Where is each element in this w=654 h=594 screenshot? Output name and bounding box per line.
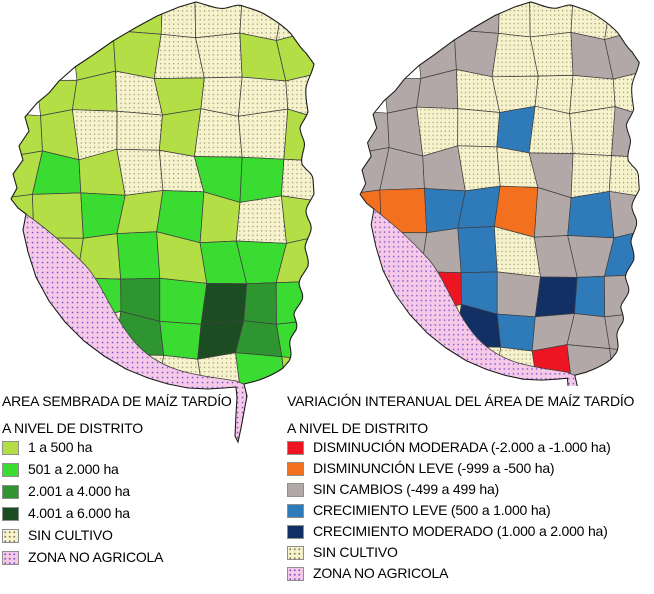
district (276, 318, 314, 363)
district (570, 153, 612, 199)
legend-item-red: DISMINUCIÓN MODERADA (-2.000 a -1.000 ha… (287, 440, 611, 455)
district (379, 351, 428, 386)
legend-label: 4.001 a 6.000 ha (28, 505, 130, 521)
legend-label: ZONA NO AGRICOLA (28, 549, 164, 565)
legend-label: SIN CULTIVO (28, 527, 113, 543)
district (275, 280, 314, 325)
legend-swatch (287, 566, 304, 581)
left-map-subtitle: A NIVEL DE DISTRITO (2, 420, 143, 436)
district (195, 32, 243, 79)
district (160, 2, 196, 39)
legend-variacion-interanual: DISMINUCIÓN MODERADA (-2.000 a -1.000 ha… (287, 440, 611, 587)
legend-item-l3: 2.001 a 4.000 ha (2, 484, 163, 499)
legend-label: 2.001 a 4.000 ha (28, 483, 130, 499)
district (569, 106, 616, 156)
legend-item-gr: SIN CAMBIOS (-499 a 499 ha) (287, 482, 611, 497)
legend-item-bl: CRECIMIENTO LEVE (500 a 1.000 ha) (287, 503, 611, 518)
district (158, 108, 202, 157)
legend-item-l2: 501 a 2.000 ha (2, 462, 163, 477)
district (566, 313, 611, 349)
legend-label: 501 a 2.000 ha (28, 461, 119, 477)
district (498, 1, 531, 38)
legend-swatch (287, 461, 304, 476)
district (11, 361, 43, 397)
legend-item-sc: SIN CULTIVO (287, 545, 611, 560)
province-outline (359, 1, 640, 386)
district (534, 276, 578, 318)
district (360, 266, 390, 309)
province-outline (10, 1, 315, 444)
district (360, 353, 390, 386)
district (280, 195, 314, 244)
legend-swatch (287, 482, 304, 497)
legend-swatch (2, 550, 19, 565)
district (457, 145, 501, 192)
district (528, 105, 574, 154)
district (116, 231, 161, 280)
legend-item-nv: CRECIMIENTO MODERADO (1.000 a 2.000 ha) (287, 524, 611, 539)
district (604, 1, 640, 41)
district (239, 156, 285, 203)
district (237, 108, 289, 160)
district (116, 148, 164, 196)
district (235, 320, 283, 358)
legend-label: CRECIMIENTO LEVE (500 a 1.000 ha) (313, 502, 551, 518)
map-variacion-interanual (359, 1, 640, 386)
district (496, 105, 536, 154)
legend-label: SIN CULTIVO (313, 544, 398, 560)
district (453, 29, 499, 78)
district (609, 348, 640, 386)
district (360, 303, 390, 358)
district (604, 310, 640, 354)
district (243, 282, 277, 325)
district (159, 320, 202, 360)
legend-swatch (2, 440, 19, 455)
district (112, 30, 162, 80)
legend-swatch (2, 528, 19, 543)
legend-area-sembrada: 1 a 500 ha 501 a 2.000 ha 2.001 a 4.000 ha… (2, 440, 163, 572)
legend-swatch (2, 484, 19, 499)
legend-label: SIN CAMBIOS (-499 a 499 ha) (313, 481, 500, 497)
district (457, 108, 501, 148)
legend-item-l4: 4.001 a 6.000 ha (2, 506, 163, 521)
district (608, 191, 640, 239)
district (529, 31, 574, 77)
map-area-sembrada (10, 1, 315, 444)
district (11, 310, 43, 366)
district (604, 274, 640, 318)
legend-swatch (2, 506, 19, 521)
legend-item-l1: 1 a 500 ha (2, 440, 163, 455)
legend-label: ZONA NO AGRICOLA (313, 565, 449, 581)
legend-swatch (287, 524, 304, 539)
right-map-subtitle: A NIVEL DE DISTRITO (287, 420, 428, 436)
district (159, 277, 208, 325)
district (574, 275, 606, 318)
legend-swatch (287, 440, 304, 455)
legend-item-zn: ZONA NO AGRICOLA (2, 550, 163, 565)
district (275, 2, 314, 42)
legend-swatch (287, 503, 304, 518)
legend-label: DISMINUNCIÓN LEVE (-999 a -500 ha) (313, 460, 555, 476)
district (193, 108, 243, 158)
legend-swatch (2, 462, 19, 477)
district (496, 313, 536, 352)
right-map-title: VARIACIÓN INTERANUAL DEL ÁREA DE MAÍZ TA… (287, 393, 635, 409)
legend-label: 1 a 500 ha (28, 439, 93, 455)
legend-label: CRECIMIENTO MODERADO (1.000 a 2.000 ha) (313, 523, 608, 539)
district (567, 191, 615, 239)
legend-label: DISMINUCIÓN MODERADA (-2.000 a -1.000 ha… (313, 439, 611, 455)
district (11, 272, 43, 316)
district (116, 110, 163, 151)
legend-swatch (287, 545, 304, 560)
district (200, 283, 248, 325)
district (496, 271, 541, 318)
legend-item-sc: SIN CULTIVO (2, 528, 163, 543)
district (457, 226, 498, 274)
legend-item-zn: ZONA NO AGRICOLA (287, 566, 611, 581)
left-map-title: AREA SEMBRADA DE MAÍZ TARDÍO (2, 393, 232, 409)
district (235, 195, 287, 244)
legend-item-or: DISMINUNCIÓN LEVE (-999 a -500 ha) (287, 461, 611, 476)
